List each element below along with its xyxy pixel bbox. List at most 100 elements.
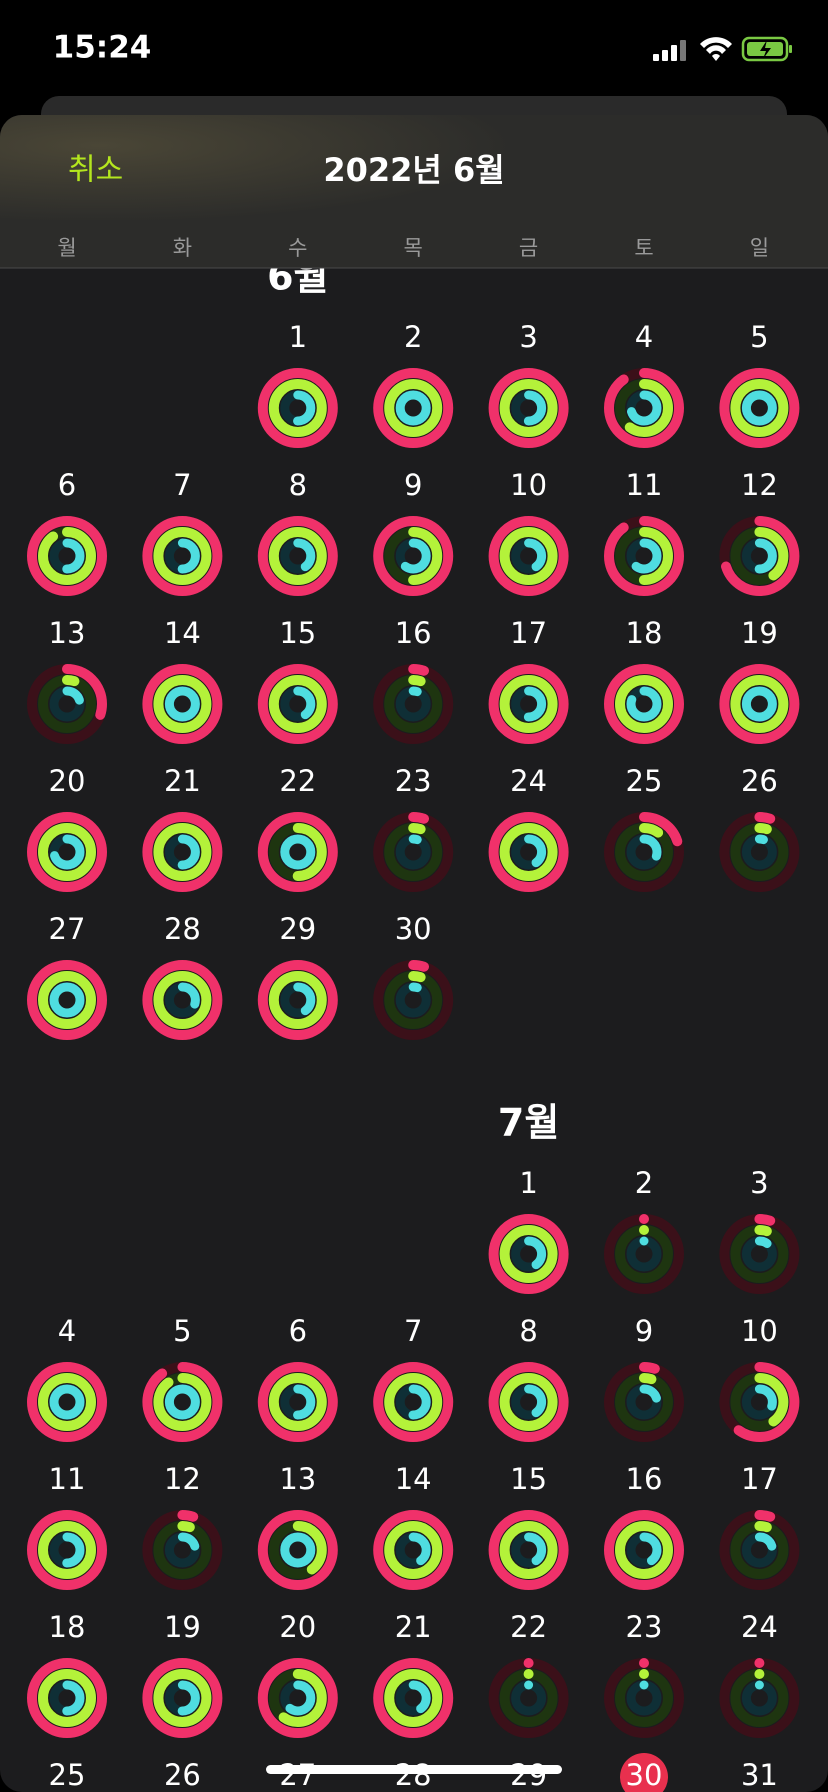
day-number: 14 [164, 616, 201, 650]
today-marker [620, 1753, 668, 1792]
ring-arc [27, 812, 107, 892]
ring-arc [730, 1373, 789, 1431]
ring-arc [626, 390, 662, 426]
weekday-label: 금 [519, 236, 538, 260]
day-number: 25 [626, 764, 663, 798]
ring-arc [626, 1384, 662, 1420]
ring-arc [280, 982, 316, 1018]
ring-arc [280, 538, 316, 574]
day-number: 27 [49, 912, 86, 946]
ring-arc [499, 527, 558, 585]
ring-arc [280, 1680, 316, 1716]
ring-arc [257, 960, 338, 1040]
ring-arc [153, 527, 212, 585]
day-number: 5 [173, 1314, 191, 1348]
cancel-button[interactable]: 취소 [68, 153, 123, 188]
ring-arc [499, 1225, 558, 1283]
day-number: 15 [279, 616, 316, 650]
ring-arc [49, 686, 85, 722]
day-number: 26 [164, 1758, 201, 1792]
ring-arc [38, 527, 96, 585]
ring-arc [142, 960, 223, 1040]
ring-arc [719, 664, 800, 744]
ring-arc [615, 527, 673, 585]
day-number: 1 [519, 1166, 537, 1200]
ring-arc [142, 516, 223, 596]
ring-arc [142, 1510, 223, 1590]
ring-arc [615, 379, 673, 437]
day-number: 27 [279, 1758, 316, 1792]
day-number: 30 [395, 912, 432, 946]
ring-arc [384, 1669, 443, 1727]
ring-arc [280, 390, 316, 426]
day-number: 23 [626, 1610, 663, 1644]
ring-arc [499, 823, 558, 881]
day-number: 21 [395, 1610, 432, 1644]
day-number: 9 [404, 468, 422, 502]
ring-arc [153, 675, 212, 733]
day-number: 4 [58, 1314, 76, 1348]
day-number: 24 [741, 1610, 778, 1644]
day-number: 8 [289, 468, 307, 502]
ring-arc [257, 664, 338, 744]
day-number: 22 [279, 764, 316, 798]
ring-arc [395, 1532, 431, 1568]
header: 취소 2022년 6월 월 화 수 목 금 토 일 [0, 115, 828, 269]
ring-arc [395, 982, 431, 1018]
ring-arc [373, 1658, 454, 1738]
ring-arc [488, 664, 569, 744]
ring-arc [27, 1510, 107, 1590]
ring-arc [257, 368, 338, 448]
ring-arc [615, 675, 673, 733]
day-number: 21 [164, 764, 201, 798]
ring-arc [257, 516, 338, 596]
ring-arc [38, 1521, 96, 1579]
day-number: 3 [750, 1166, 768, 1200]
ring-arc [384, 379, 443, 437]
ring-arc [280, 686, 316, 722]
ring-arc [604, 368, 684, 448]
day-number: 3 [519, 320, 537, 354]
ring-arc [511, 1236, 547, 1272]
day-number: 2 [404, 320, 422, 354]
ring-arc [373, 960, 454, 1040]
ring-arc [142, 1362, 223, 1442]
ring-arc [268, 1669, 327, 1727]
day-number: 7 [404, 1314, 422, 1348]
ring-arc [499, 1521, 558, 1579]
ring-arc [373, 516, 454, 596]
ring-arc [626, 1236, 662, 1272]
ring-arc [153, 1521, 212, 1579]
ring-arc [38, 1669, 96, 1727]
ring-arc [153, 823, 212, 881]
ring-arc [730, 1521, 789, 1579]
ring-arc [741, 390, 777, 426]
ring-arc [164, 538, 200, 574]
ring-arc [615, 1373, 673, 1431]
ring-arc [626, 834, 662, 870]
ring-arc [511, 686, 547, 722]
ring-arc [257, 1362, 338, 1442]
ring-arc [488, 516, 569, 596]
ring-arc [49, 1532, 85, 1568]
ring-arc [142, 812, 223, 892]
ring-arc [730, 675, 789, 733]
day-number: 4 [635, 320, 653, 354]
ring-arc [153, 971, 212, 1029]
weekday-label: 일 [750, 236, 769, 260]
ring-arc [511, 1532, 547, 1568]
day-number: 18 [626, 616, 663, 650]
ring-arc [257, 812, 338, 892]
ring-arc [511, 390, 547, 426]
ring-arc [499, 379, 558, 437]
ring-arc [38, 675, 96, 733]
day-number: 20 [49, 764, 86, 798]
ring-arc [268, 527, 327, 585]
ring-arc [373, 664, 454, 744]
day-number: 6 [289, 1314, 307, 1348]
ring-arc [604, 1362, 684, 1442]
ring-arc [373, 1510, 454, 1590]
ring-arc [615, 823, 673, 881]
home-indicator [266, 1765, 562, 1774]
ring-arc [488, 1362, 569, 1442]
